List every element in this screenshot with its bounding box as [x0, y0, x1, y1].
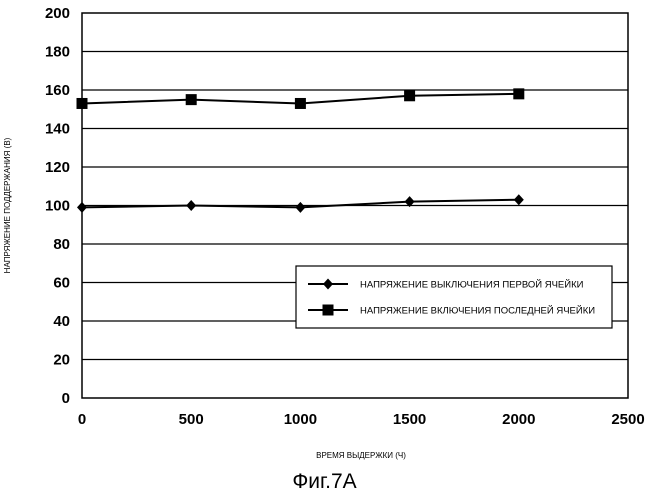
legend-box [296, 266, 612, 328]
diamond-marker [514, 194, 524, 205]
y-tick-label: 120 [45, 159, 70, 176]
x-tick-label: 1000 [284, 411, 317, 428]
y-tick-label: 100 [45, 198, 70, 215]
series-group [77, 88, 525, 213]
square-marker [77, 98, 88, 109]
x-tick-labels: 0 500 1000 1500 2000 2500 [78, 411, 645, 428]
legend-label: НАПРЯЖЕНИЕ ВКЛЮЧЕНИЯ ПОСЛЕДНЕЙ ЯЧЕЙКИ [360, 305, 595, 317]
legend: НАПРЯЖЕНИЕ ВЫКЛЮЧЕНИЯ ПЕРВОЙ ЯЧЕЙКИ НАПРЯ… [296, 266, 612, 328]
diamond-marker [77, 202, 87, 213]
y-tick-label: 200 [45, 5, 70, 22]
series-1 [77, 194, 524, 213]
y-tick-label: 140 [45, 121, 70, 138]
series-2 [77, 88, 525, 109]
x-tick-label: 1500 [393, 411, 426, 428]
y-tick-label: 0 [62, 390, 70, 407]
y-tick-label: 160 [45, 82, 70, 99]
y-tick-label: 40 [53, 313, 70, 330]
y-tick-labels: 0 20 40 60 80 100 120 140 160 180 200 [45, 5, 70, 407]
square-marker [404, 90, 415, 101]
x-tick-label: 2000 [502, 411, 535, 428]
square-marker [323, 305, 334, 316]
figure-caption: Фиг.7А [0, 470, 649, 494]
x-tick-label: 2500 [611, 411, 644, 428]
y-tick-label: 20 [53, 352, 70, 369]
x-tick-label: 0 [78, 411, 86, 428]
legend-label: НАПРЯЖЕНИЕ ВЫКЛЮЧЕНИЯ ПЕРВОЙ ЯЧЕЙКИ [360, 279, 584, 291]
y-tick-label: 60 [53, 275, 70, 292]
square-marker [513, 88, 524, 99]
y-tick-label: 180 [45, 44, 70, 61]
chart: 0 20 40 60 80 100 120 140 160 180 200 0 500 1000 1500… [0, 0, 649, 470]
diamond-marker [295, 202, 305, 213]
diamond-marker [186, 200, 196, 211]
x-tick-label: 500 [179, 411, 204, 428]
y-axis-title: НАПРЯЖЕНИЕ ПОДДЕРЖАНИЯ (В) [3, 137, 12, 273]
y-tick-label: 80 [53, 236, 70, 253]
x-axis-title: ВРЕМЯ ВЫДЕРЖКИ (Ч) [316, 451, 406, 460]
square-marker [186, 94, 197, 105]
square-marker [295, 98, 306, 109]
